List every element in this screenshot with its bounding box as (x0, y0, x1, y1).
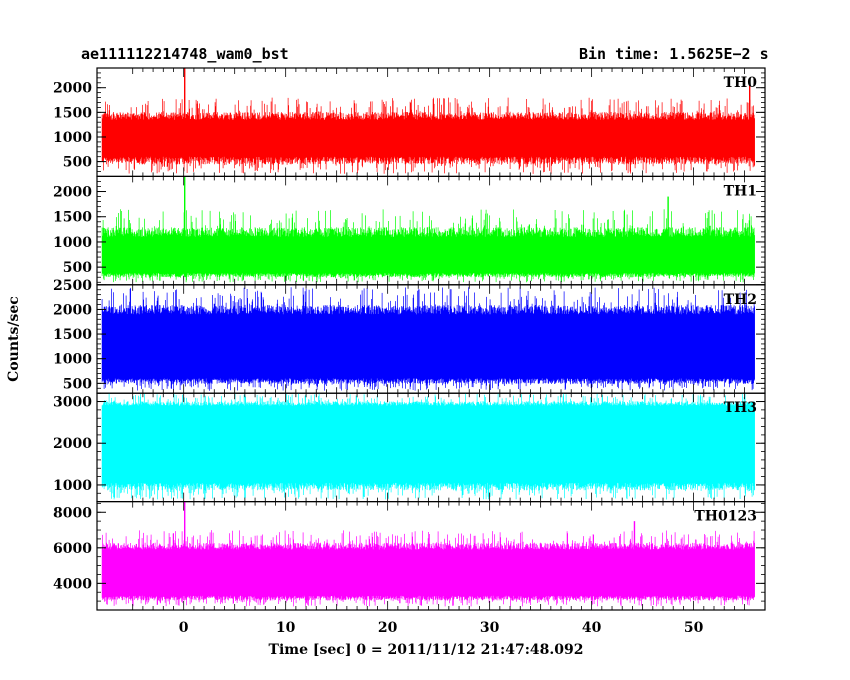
y-tick-label: 1500 (53, 327, 92, 343)
panel-label-th2: TH2 (724, 292, 757, 308)
lightcurve-th1 (101, 209, 755, 283)
y-tick-label: 500 (63, 260, 92, 276)
y-axis-label: Counts/sec (6, 296, 22, 382)
panel-label-th0: TH0 (724, 75, 758, 91)
y-tick-label: 1000 (53, 130, 92, 146)
lightcurve-th3 (101, 393, 755, 500)
y-tick-label: 8000 (53, 505, 92, 521)
x-tick-label: 30 (480, 620, 500, 636)
y-tick-label: 1000 (53, 352, 92, 368)
x-tick-label: 0 (179, 620, 189, 636)
y-tick-label: 2000 (53, 185, 92, 201)
lightcurve-th0 (101, 97, 755, 174)
y-tick-label: 2000 (53, 81, 92, 97)
x-tick-label: 40 (582, 620, 602, 636)
bin-time-label: Bin time: 1.5625E−2 s (579, 45, 769, 63)
panel-frame-th0123 (96, 501, 766, 611)
chart-title-left: ae111112214748_wam0_bst (81, 45, 289, 63)
y-tick-label: 2500 (53, 278, 92, 294)
y-tick-label: 6000 (53, 541, 92, 557)
y-tick-label: 500 (63, 155, 92, 171)
y-tick-label: 2000 (53, 302, 92, 318)
lightcurve-th0123 (101, 530, 755, 607)
y-tick-label: 1000 (53, 235, 92, 251)
x-tick-label: 10 (276, 620, 296, 636)
y-tick-label: 1500 (53, 105, 92, 121)
y-tick-label: 4000 (53, 576, 92, 592)
x-axis-label: Time [sec] 0 = 2011/11/12 21:47:48.092 (269, 642, 584, 658)
panel-label-th3: TH3 (724, 400, 757, 416)
x-tick-label: 50 (684, 620, 704, 636)
panel-label-th1: TH1 (724, 183, 757, 199)
lightcurve-th2 (101, 287, 755, 391)
y-tick-label: 2000 (53, 436, 92, 452)
y-tick-label: 3000 (53, 395, 92, 411)
x-tick-label: 20 (378, 620, 398, 636)
y-tick-label: 1000 (53, 478, 92, 494)
y-tick-label: 500 (63, 376, 92, 392)
y-tick-label: 1500 (53, 210, 92, 226)
panel-label-th0123: TH0123 (694, 509, 757, 525)
